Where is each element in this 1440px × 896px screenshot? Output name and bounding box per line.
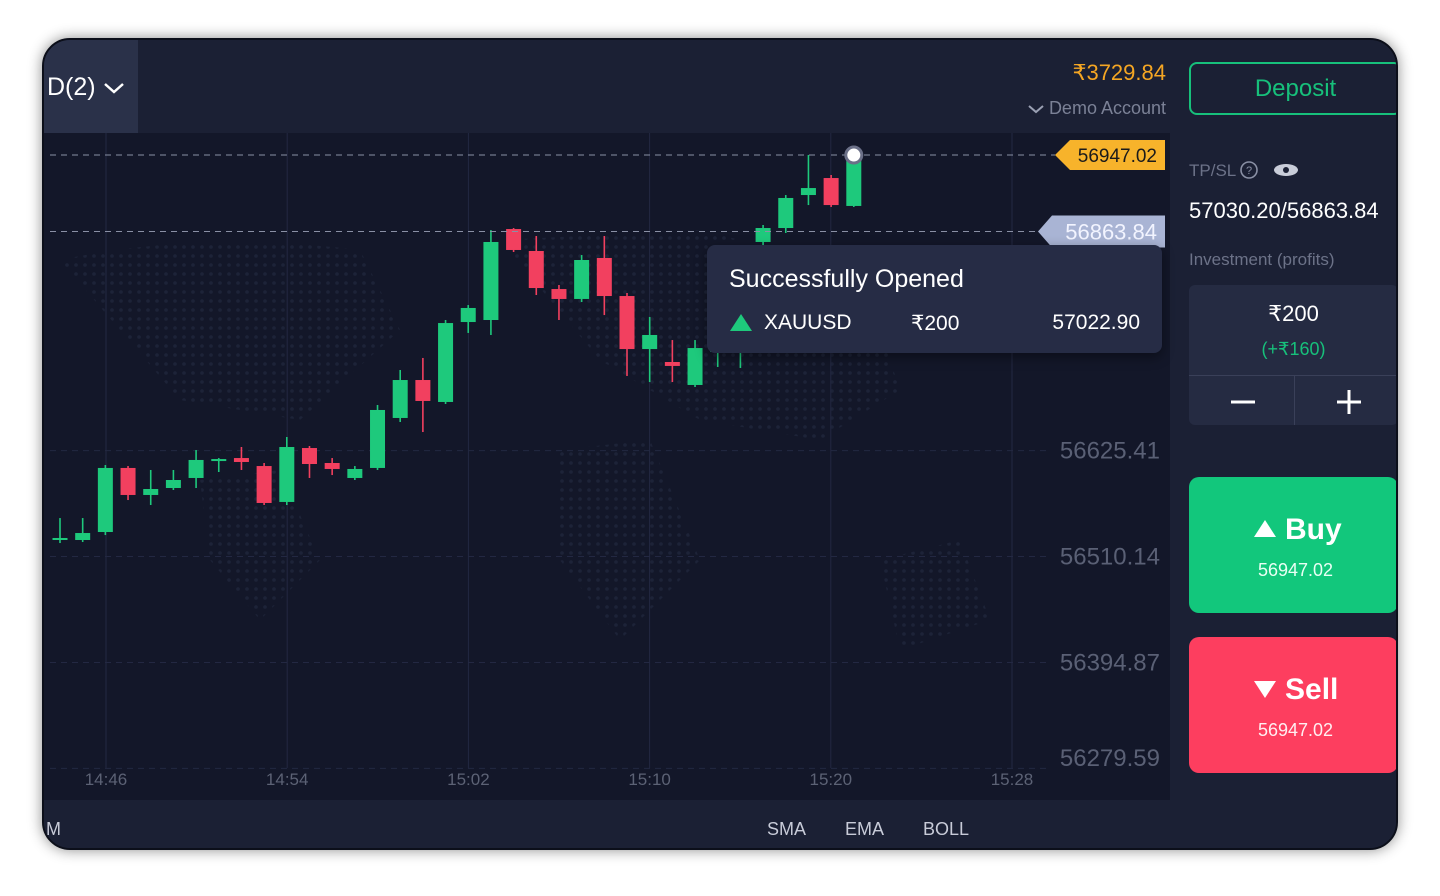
indicator-button[interactable]: SMA (767, 819, 807, 839)
toast-price: 57022.90 (1052, 311, 1140, 334)
candle-body (619, 296, 635, 350)
decrease-button[interactable] (1189, 375, 1293, 425)
candle-body (392, 380, 408, 418)
investment-amount: ₹200 (1268, 301, 1319, 326)
candle-body (755, 228, 771, 242)
buy-price: 56947.02 (1257, 560, 1334, 580)
deposit-button[interactable]: Deposit (1189, 62, 1396, 115)
sell-price: 56947.02 (1257, 720, 1334, 740)
y-tick-label: 56510.14 (1060, 544, 1160, 571)
candle-body (551, 289, 567, 299)
increase-button[interactable] (1295, 375, 1398, 425)
header-bg (44, 40, 1170, 133)
buy-label: Buy (1285, 513, 1342, 546)
candle-body (483, 241, 499, 321)
account-type: Demo Account (1048, 98, 1166, 118)
x-tick-label: 14:46 (85, 770, 128, 789)
candle-body (347, 468, 363, 478)
candle-body (528, 250, 544, 289)
position-price-label: 56863.84 (1065, 219, 1157, 244)
candle-body (800, 188, 816, 196)
indicator-button[interactable]: BOLL (923, 819, 970, 839)
x-tick-label: 15:02 (447, 770, 490, 789)
indicator-button[interactable]: EMA (845, 819, 885, 839)
tpsl-value: 57030.20/56863.84 (1189, 198, 1379, 223)
candle-body (687, 348, 703, 385)
current-point (844, 145, 864, 165)
asset-selector[interactable]: D(2) (47, 73, 125, 102)
candle-body (301, 448, 317, 465)
investment-label: Investment (profits) (1189, 250, 1335, 269)
footer-bg (44, 800, 1170, 848)
tpsl-label: TP/SL (1189, 161, 1236, 180)
candle-body (506, 229, 522, 250)
app-frame: 14:46 14:54 15:02 15:10 15:20 15:28 56625.41 56… (42, 38, 1398, 850)
toast-title: Successfully Opened (729, 265, 964, 293)
candle-body (438, 323, 454, 402)
candle-body (97, 467, 113, 533)
sell-label: Sell (1285, 673, 1339, 706)
up-arrow (730, 314, 752, 331)
candle-body (846, 155, 862, 206)
position-price-badge (1038, 215, 1165, 248)
chevron (1028, 105, 1044, 114)
candle-body (233, 458, 249, 462)
candle-body (324, 462, 340, 469)
toast-amount: ₹200 (911, 312, 960, 335)
candle-body (188, 459, 204, 478)
y-tick-label: 56625.41 (1060, 438, 1160, 465)
candle-body (165, 479, 181, 488)
toast: Successfully Opened XAUUSD ₹200 57022.90 (707, 245, 1162, 353)
up-arrow (1254, 520, 1276, 537)
down-arrow (1254, 681, 1276, 698)
current-price-label: 56947.02 (1078, 146, 1157, 167)
investment-box: ₹200 (+₹160) (1189, 285, 1398, 425)
asset-box (44, 40, 138, 133)
toast-asset: XAUUSD (764, 311, 852, 334)
x-tick-label: 15:10 (628, 770, 671, 789)
chevron (103, 83, 124, 94)
candle-body (460, 307, 476, 323)
candle-body (256, 466, 272, 503)
profit-amount: (+₹160) (1261, 339, 1326, 359)
candle-body (279, 447, 295, 502)
candle-body (75, 533, 91, 541)
x-tick-label: 15:20 (810, 770, 853, 789)
buy-button[interactable]: Buy 56947.02 (1189, 477, 1396, 613)
x-tick-label: 15:28 (991, 770, 1034, 789)
candle-body (664, 362, 680, 366)
candle-body (370, 409, 386, 468)
candle-body (823, 178, 839, 206)
y-tick-label: 56394.87 (1060, 649, 1160, 676)
candle-body (574, 260, 590, 299)
svg-text:?: ? (1246, 165, 1252, 177)
footer-item[interactable]: M (46, 819, 61, 839)
candle-body (143, 489, 159, 495)
candle-body (415, 380, 431, 401)
balance: ₹3729.84 (1072, 60, 1166, 85)
candle-body (211, 459, 227, 462)
current-price-badge (1055, 140, 1165, 171)
candle-body (778, 197, 794, 229)
tpsl[interactable]: TP/SL ? (1189, 160, 1300, 181)
y-tick-label: 56279.59 (1060, 745, 1160, 772)
candle-body (120, 467, 136, 495)
asset-name: D(2) (47, 73, 96, 101)
candle-body (596, 257, 612, 297)
account-selector[interactable]: Demo Account (1028, 98, 1166, 119)
x-tick-label: 14:54 (266, 770, 309, 789)
tpsl-icons: ? (1240, 161, 1299, 179)
candle-body (642, 334, 658, 350)
candle-body (52, 537, 68, 541)
sell-button[interactable]: Sell 56947.02 (1189, 637, 1396, 773)
